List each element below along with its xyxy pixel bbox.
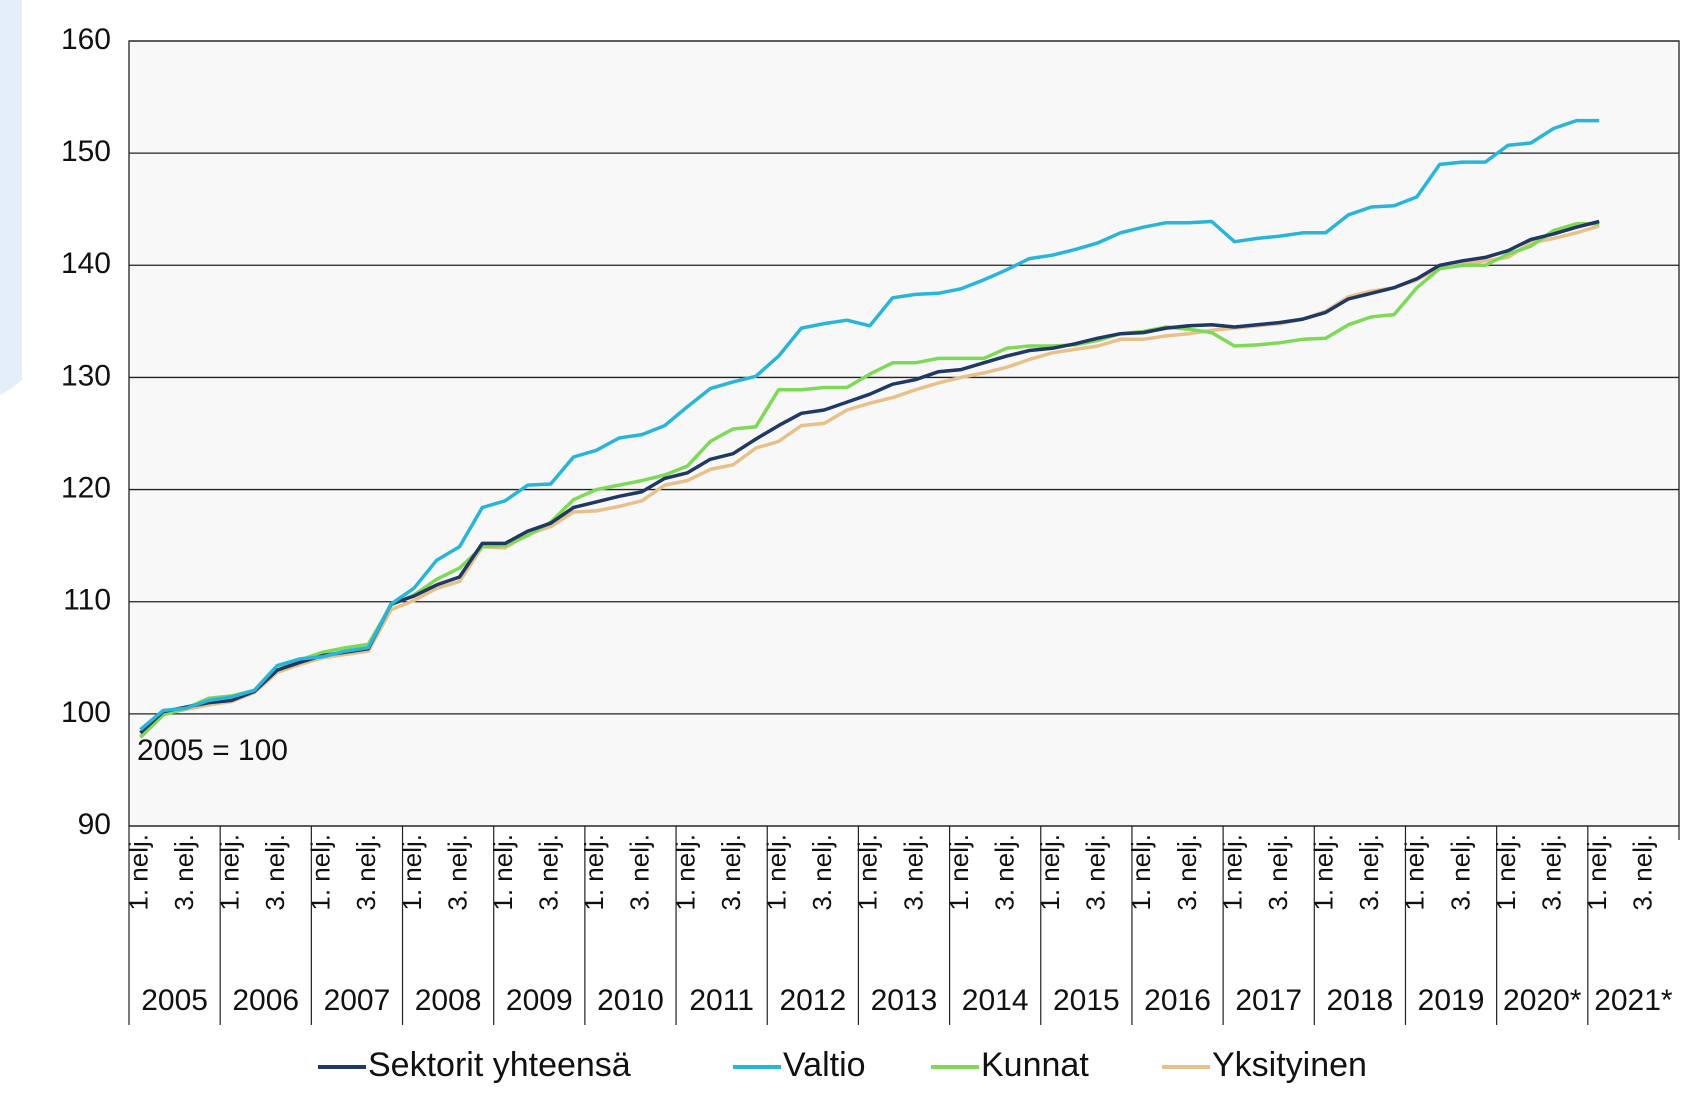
x-tick-label: 1. nelj. xyxy=(853,834,883,911)
x-tick-label: 1. nelj. xyxy=(1400,834,1430,911)
x-tick-label: 1. nelj. xyxy=(579,834,609,911)
x-tick-label: 3. nelj. xyxy=(1172,834,1202,911)
plot-area xyxy=(128,40,1680,827)
year-label: 2008 xyxy=(415,984,482,1017)
year-label: 2006 xyxy=(232,984,299,1017)
x-tick-label: 1. nelj. xyxy=(123,834,153,911)
x-tick-label: 1. nelj. xyxy=(214,834,244,911)
y-tick-label: 100 xyxy=(61,696,111,729)
x-tick-label: 1. nelj. xyxy=(1035,834,1065,911)
x-tick-label: 3. nelj. xyxy=(260,834,290,911)
series-line xyxy=(139,224,1600,738)
x-tick-label: 1. nelj. xyxy=(488,834,518,911)
year-label: 2009 xyxy=(506,984,573,1017)
year-label: 2014 xyxy=(962,984,1029,1017)
x-tick-label: 1. nelj. xyxy=(1217,834,1247,911)
x-tick-label: 3. nelj. xyxy=(807,834,837,911)
year-label: 2015 xyxy=(1053,984,1120,1017)
y-tick-label: 140 xyxy=(61,247,111,280)
x-tick-label: 3. nelj. xyxy=(1445,834,1475,911)
x-tick-label: 3. nelj. xyxy=(442,834,472,911)
year-label: 2016 xyxy=(1144,984,1211,1017)
x-tick-label: 3. nelj. xyxy=(1537,834,1567,911)
year-label: 2017 xyxy=(1235,984,1302,1017)
x-tick-label: 3. nelj. xyxy=(989,834,1019,911)
x-tick-label: 3. nelj. xyxy=(1081,834,1111,911)
x-tick-label: 1. nelj. xyxy=(762,834,792,911)
year-label: 2013 xyxy=(871,984,938,1017)
series-line xyxy=(139,118,1600,731)
x-tick-label: 3. nelj. xyxy=(351,834,381,911)
year-label: 2021* xyxy=(1594,984,1673,1017)
annotation: 2005 = 100 xyxy=(137,734,288,767)
y-tick-label: 150 xyxy=(61,135,111,168)
legend-label: Kunnat xyxy=(981,1046,1089,1084)
x-tick-label: 1. nelj. xyxy=(397,834,427,911)
x-tick-label: 1. nelj. xyxy=(1582,834,1612,911)
y-tick-label: 130 xyxy=(61,359,111,392)
x-tick-label: 3. nelj. xyxy=(534,834,564,911)
y-tick-label: 160 xyxy=(61,23,111,56)
year-label: 2007 xyxy=(324,984,391,1017)
x-tick-label: 1. nelj. xyxy=(1309,834,1339,911)
legend-label: Valtio xyxy=(783,1046,866,1084)
year-label: 2010 xyxy=(597,984,664,1017)
x-tick-label: 1. nelj. xyxy=(1491,834,1521,911)
x-tick-label: 3. nelj. xyxy=(1628,834,1658,911)
background-shape xyxy=(0,0,22,395)
x-tick-label: 1. nelj. xyxy=(944,834,974,911)
year-label: 2005 xyxy=(141,984,208,1017)
x-tick-label: 1. nelj. xyxy=(306,834,336,911)
y-tick-label: 120 xyxy=(61,471,111,504)
year-label: 2018 xyxy=(1327,984,1394,1017)
legend-label: Yksityinen xyxy=(1212,1046,1367,1084)
y-tick-label: 110 xyxy=(63,584,111,617)
y-tick-label: 90 xyxy=(78,808,111,841)
x-tick-label: 1. nelj. xyxy=(1126,834,1156,911)
x-tick-label: 3. nelj. xyxy=(1263,834,1293,911)
year-label: 2019 xyxy=(1418,984,1485,1017)
x-tick-label: 3. nelj. xyxy=(716,834,746,911)
x-tick-label: 3. nelj. xyxy=(625,834,655,911)
x-tick-label: 1. nelj. xyxy=(670,834,700,911)
x-tick-label: 3. nelj. xyxy=(169,834,199,911)
year-label: 2020* xyxy=(1503,984,1582,1017)
legend-label: Sektorit yhteensä xyxy=(368,1046,631,1084)
x-tick-label: 3. nelj. xyxy=(898,834,928,911)
x-tick-label: 3. nelj. xyxy=(1354,834,1384,911)
year-label: 2011 xyxy=(689,984,754,1017)
year-label: 2012 xyxy=(779,984,846,1017)
